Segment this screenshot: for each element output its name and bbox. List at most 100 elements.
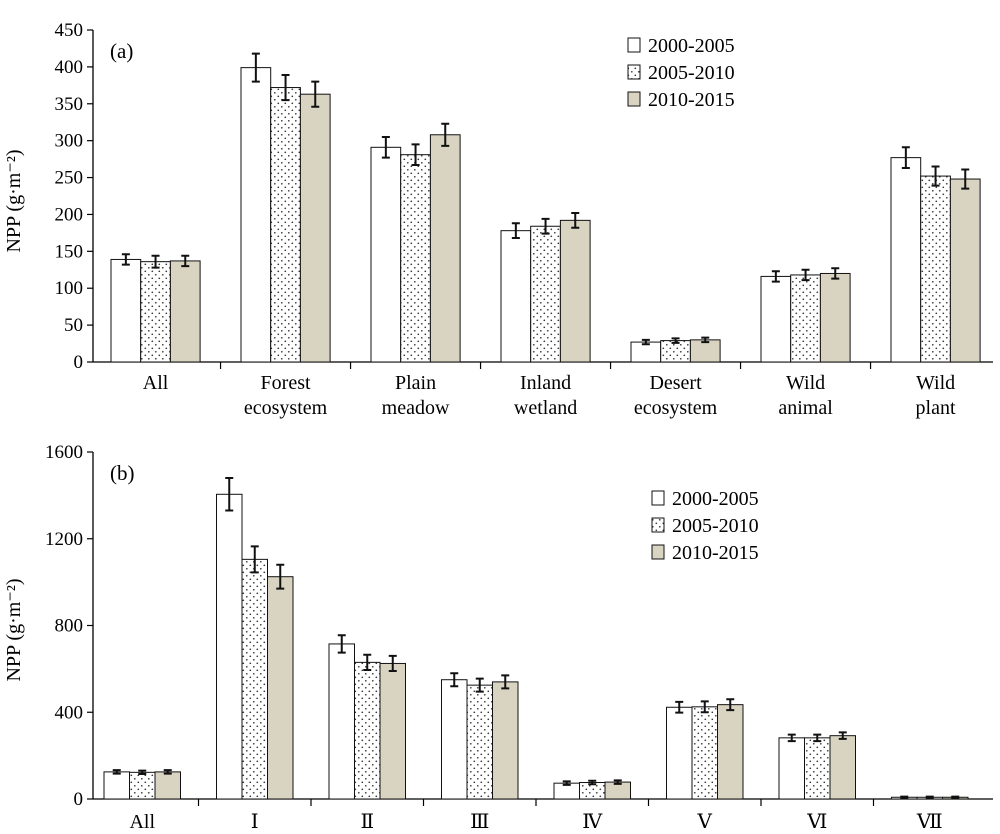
error-bar xyxy=(138,769,147,776)
error-bar xyxy=(671,337,680,344)
legend-label: 2000-2005 xyxy=(648,35,735,57)
error-bar xyxy=(388,654,397,673)
bar xyxy=(829,735,856,800)
legend-swatch xyxy=(651,490,665,506)
bar xyxy=(804,737,831,800)
y-tick-label: 0 xyxy=(74,789,84,810)
error-bar xyxy=(311,80,320,108)
bar xyxy=(129,771,156,800)
error-bar xyxy=(121,253,130,266)
error-bar xyxy=(901,146,910,169)
error-bar xyxy=(112,769,121,775)
error-bar xyxy=(250,545,259,574)
y-tick-label: 400 xyxy=(55,702,84,723)
bar xyxy=(429,134,461,363)
error-bar xyxy=(700,700,709,714)
legend-label: 2005-2010 xyxy=(672,515,759,537)
legend-swatch xyxy=(651,544,665,560)
legend-swatch xyxy=(627,37,641,53)
error-bar xyxy=(900,795,909,799)
error-bar xyxy=(181,254,190,268)
error-bar xyxy=(450,672,459,688)
bar xyxy=(717,704,744,800)
bar xyxy=(241,558,268,800)
y-axis-label: NPP (g·m⁻²) xyxy=(3,578,25,681)
error-bar xyxy=(475,677,484,693)
category-label: Ⅵ xyxy=(806,811,827,833)
y-tick-label: 400 xyxy=(55,57,84,78)
error-bar xyxy=(381,135,390,159)
legend: 2000-2005 2005-2010 2010-2015 xyxy=(651,488,759,564)
bar xyxy=(240,67,272,363)
error-bar xyxy=(675,700,684,714)
category-label: Inland xyxy=(520,372,571,394)
bar xyxy=(328,643,355,800)
bar xyxy=(400,154,431,363)
bar xyxy=(270,87,301,363)
category-label: Ⅰ xyxy=(251,811,259,833)
legend-swatch xyxy=(651,517,665,533)
error-bar xyxy=(411,143,420,167)
bar xyxy=(379,662,406,800)
chart-panel-a: 0 50 100 150 200 250 300 350 400 450 NPP (g·m⁻²) (a… xyxy=(3,20,993,419)
y-tick-label: 200 xyxy=(55,204,84,225)
y-tick-label: 100 xyxy=(55,278,84,299)
bar xyxy=(790,274,821,363)
y-tick-label: 50 xyxy=(64,315,83,336)
bar xyxy=(760,275,792,363)
error-bar xyxy=(571,211,580,229)
error-bar xyxy=(251,52,260,83)
error-bar xyxy=(363,653,372,671)
error-bar xyxy=(771,270,780,283)
category-label: Ⅱ xyxy=(360,811,374,833)
bar xyxy=(500,230,532,363)
bar xyxy=(103,771,130,800)
bar xyxy=(559,219,591,363)
bar xyxy=(154,771,181,800)
bar xyxy=(140,261,171,363)
y-tick-label: 800 xyxy=(55,616,84,637)
error-bar xyxy=(163,769,172,775)
category-label: wetland xyxy=(514,397,577,419)
error-bar xyxy=(151,254,160,269)
legend-label: 2010-2015 xyxy=(672,542,759,564)
bar xyxy=(110,258,142,363)
y-tick-label: 350 xyxy=(55,94,84,115)
bar xyxy=(169,260,201,363)
panel-label: (b) xyxy=(110,461,135,485)
error-bar xyxy=(613,779,622,785)
category-label: Wild xyxy=(916,372,955,394)
error-bar xyxy=(801,268,810,282)
error-bar xyxy=(541,217,550,235)
bar xyxy=(689,339,721,363)
bar xyxy=(530,225,561,363)
legend-swatch xyxy=(627,64,641,80)
bar xyxy=(920,175,951,363)
bar xyxy=(890,157,922,363)
error-bar xyxy=(961,168,970,190)
legend-label: 2005-2010 xyxy=(648,62,735,84)
error-bar xyxy=(931,165,940,187)
y-tick-label: 1600 xyxy=(45,442,83,463)
category-label: Ⅳ xyxy=(582,811,603,833)
y-tick-label: 300 xyxy=(55,131,84,152)
error-bar xyxy=(441,122,450,147)
error-bar xyxy=(831,267,840,280)
error-bar xyxy=(726,698,735,712)
error-bar xyxy=(838,731,847,740)
category-label: ecosystem xyxy=(244,397,328,419)
error-bar xyxy=(281,74,290,102)
y-tick-label: 0 xyxy=(74,352,84,373)
category-label: Ⅴ xyxy=(697,811,713,833)
category-label: Desert xyxy=(649,372,702,394)
bar xyxy=(691,706,718,800)
error-bar xyxy=(511,222,520,240)
error-bar xyxy=(276,563,285,590)
category-label: All xyxy=(143,372,169,394)
bar xyxy=(267,576,294,800)
category-label: Ⅲ xyxy=(470,811,489,833)
category-label: ecosystem xyxy=(634,397,718,419)
y-tick-label: 450 xyxy=(55,20,84,41)
y-tick-label: 250 xyxy=(55,168,84,189)
